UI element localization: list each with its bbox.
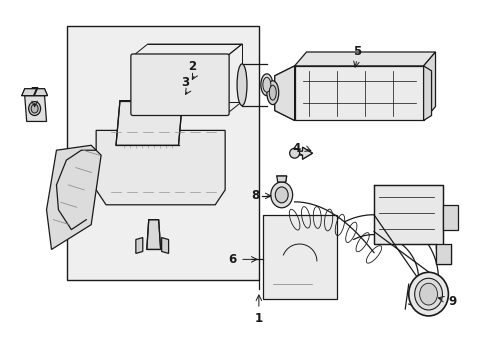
Polygon shape [423,52,435,121]
Ellipse shape [408,272,447,316]
Text: 5: 5 [352,45,361,58]
Polygon shape [423,66,431,121]
Text: 6: 6 [227,253,236,266]
Polygon shape [276,176,286,182]
Text: 4: 4 [292,142,300,155]
Polygon shape [162,238,168,253]
Polygon shape [116,100,182,145]
Text: 7: 7 [31,86,39,99]
Text: 2: 2 [188,60,196,73]
Polygon shape [274,66,294,121]
FancyBboxPatch shape [131,54,229,116]
Polygon shape [96,130,224,205]
Ellipse shape [270,182,292,208]
Text: 3: 3 [181,76,189,89]
Ellipse shape [31,104,38,113]
Polygon shape [435,244,450,264]
Ellipse shape [414,278,442,310]
Ellipse shape [237,64,246,105]
Ellipse shape [289,148,299,158]
Bar [294,66,423,121]
Bar [67,26,258,280]
Ellipse shape [269,85,276,100]
Polygon shape [25,96,46,121]
Ellipse shape [275,187,287,203]
Ellipse shape [29,102,41,116]
Ellipse shape [263,77,270,92]
Polygon shape [373,185,443,249]
Polygon shape [146,220,161,249]
Text: 9: 9 [447,294,456,307]
Polygon shape [294,52,435,66]
Ellipse shape [266,81,278,105]
Polygon shape [46,145,101,249]
Ellipse shape [260,74,272,96]
Text: 8: 8 [250,189,259,202]
Ellipse shape [419,283,437,305]
Polygon shape [136,238,142,253]
Bar [263,215,337,299]
Bar [443,205,457,230]
Polygon shape [21,89,47,96]
Text: 1: 1 [254,312,263,325]
Polygon shape [294,147,312,159]
